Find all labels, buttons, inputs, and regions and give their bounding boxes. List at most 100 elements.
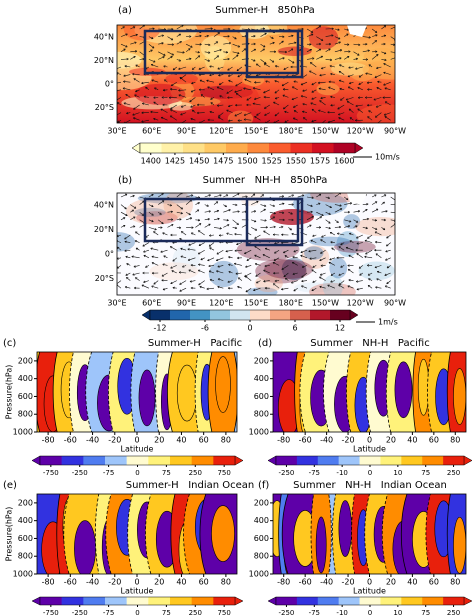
- wind-vector: [204, 210, 211, 213]
- wind-arrowhead: [328, 48, 331, 51]
- wind-arrowhead: [318, 193, 322, 197]
- wind-vector: [288, 59, 295, 64]
- wind-vector: [325, 35, 334, 37]
- wind-arrowhead: [161, 96, 164, 99]
- x-tick-label: 20: [386, 578, 396, 587]
- wind-arrowhead: [291, 86, 295, 89]
- wind-arrowhead: [178, 67, 181, 70]
- wind-arrowhead: [368, 278, 371, 281]
- wind-vector: [310, 62, 317, 68]
- wind-vector: [213, 210, 219, 213]
- wind-vector: [158, 56, 165, 60]
- wind-arrowhead: [264, 32, 267, 36]
- wind-arrowhead: [318, 42, 322, 46]
- wind-vector: [117, 102, 122, 106]
- wind-vector: [288, 42, 297, 45]
- wind-vector: [330, 241, 335, 243]
- wind-vector: [291, 242, 298, 245]
- wind-vector: [124, 65, 131, 68]
- wind-vector: [223, 219, 229, 221]
- wind-arrowhead: [309, 257, 312, 260]
- wind-vector: [216, 86, 224, 91]
- wind-arrowhead: [234, 114, 237, 117]
- wind-vector: [288, 35, 294, 37]
- vector-scale: 1m/s: [378, 318, 398, 327]
- wind-arrowhead: [133, 225, 136, 228]
- wind-vector: [195, 223, 202, 228]
- field-blob: [308, 26, 339, 50]
- wind-arrowhead: [385, 258, 388, 261]
- wind-arrowhead: [328, 212, 331, 215]
- wind-vector: [219, 95, 224, 98]
- wind-arrowhead: [301, 275, 304, 278]
- wind-arrowhead: [133, 216, 136, 219]
- wind-arrowhead: [365, 252, 368, 255]
- wind-arrowhead: [226, 218, 229, 222]
- wind-arrowhead: [302, 89, 305, 92]
- y-tick-label: 1000: [13, 428, 33, 437]
- cbar-extend: [234, 596, 244, 606]
- wind-arrowhead: [237, 51, 240, 55]
- wind-vector: [163, 65, 168, 68]
- wind-arrowhead: [254, 263, 258, 266]
- wind-arrowhead: [319, 100, 322, 103]
- x-tick-label: -80: [42, 578, 55, 587]
- wind-arrowhead: [309, 43, 312, 46]
- wind-vector: [206, 287, 215, 290]
- wind-arrowhead: [161, 274, 164, 277]
- wind-vector: [226, 109, 233, 113]
- wind-vector: [367, 285, 373, 289]
- wind-arrowhead: [271, 36, 274, 39]
- wind-vector: [264, 265, 270, 267]
- wind-arrowhead: [254, 116, 257, 119]
- wind-arrowhead: [123, 102, 126, 105]
- wind-vector: [260, 204, 267, 207]
- wind-arrowhead: [215, 41, 219, 44]
- wind-arrowhead: [311, 288, 314, 292]
- wind-vector: [167, 224, 174, 228]
- x-tick-label: 150°E: [244, 299, 268, 308]
- wind-arrowhead: [151, 213, 154, 216]
- wind-arrowhead: [234, 232, 237, 236]
- cbar-swatch: [170, 597, 192, 605]
- cbar-label: 250: [447, 469, 460, 477]
- wind-arrowhead: [252, 102, 255, 105]
- wind-arrowhead: [375, 201, 378, 204]
- wind-vector: [228, 104, 233, 107]
- cbar-swatch: [330, 310, 351, 320]
- wind-arrowhead: [153, 282, 156, 285]
- wind-arrowhead: [143, 95, 146, 99]
- wind-vector: [348, 86, 354, 91]
- wind-arrowhead: [263, 91, 266, 94]
- wind-arrowhead: [219, 194, 222, 197]
- wind-vector: [158, 200, 165, 205]
- wind-arrowhead: [264, 113, 267, 116]
- wind-vector: [199, 79, 205, 83]
- wind-arrowhead: [337, 107, 340, 110]
- cbar-swatch: [317, 456, 339, 465]
- field-blob: [264, 259, 313, 280]
- wind-vector: [252, 103, 261, 106]
- cbar-extend: [267, 596, 277, 606]
- wind-arrowhead: [233, 262, 237, 266]
- wind-vector: [383, 63, 391, 68]
- wind-vector: [161, 117, 168, 121]
- cbar-label: 1525: [262, 157, 282, 166]
- x-tick-label: 80: [221, 436, 231, 445]
- x-tick-label: -20: [342, 578, 355, 587]
- wind-arrowhead: [162, 103, 165, 107]
- wind-arrowhead: [126, 57, 129, 61]
- wind-vector: [117, 89, 122, 91]
- contour-fill: [453, 368, 466, 425]
- wind-arrowhead: [244, 78, 247, 81]
- region-box: [143, 197, 300, 243]
- wind-arrowhead: [216, 252, 219, 255]
- wind-arrowhead: [124, 193, 128, 197]
- wind-arrowhead: [162, 88, 166, 92]
- wind-arrowhead: [309, 48, 312, 52]
- wind-arrowhead: [237, 193, 240, 196]
- wind-vector: [153, 101, 159, 106]
- wind-arrowhead: [117, 120, 120, 123]
- wind-arrowhead: [225, 50, 229, 54]
- wind-vector: [330, 272, 336, 276]
